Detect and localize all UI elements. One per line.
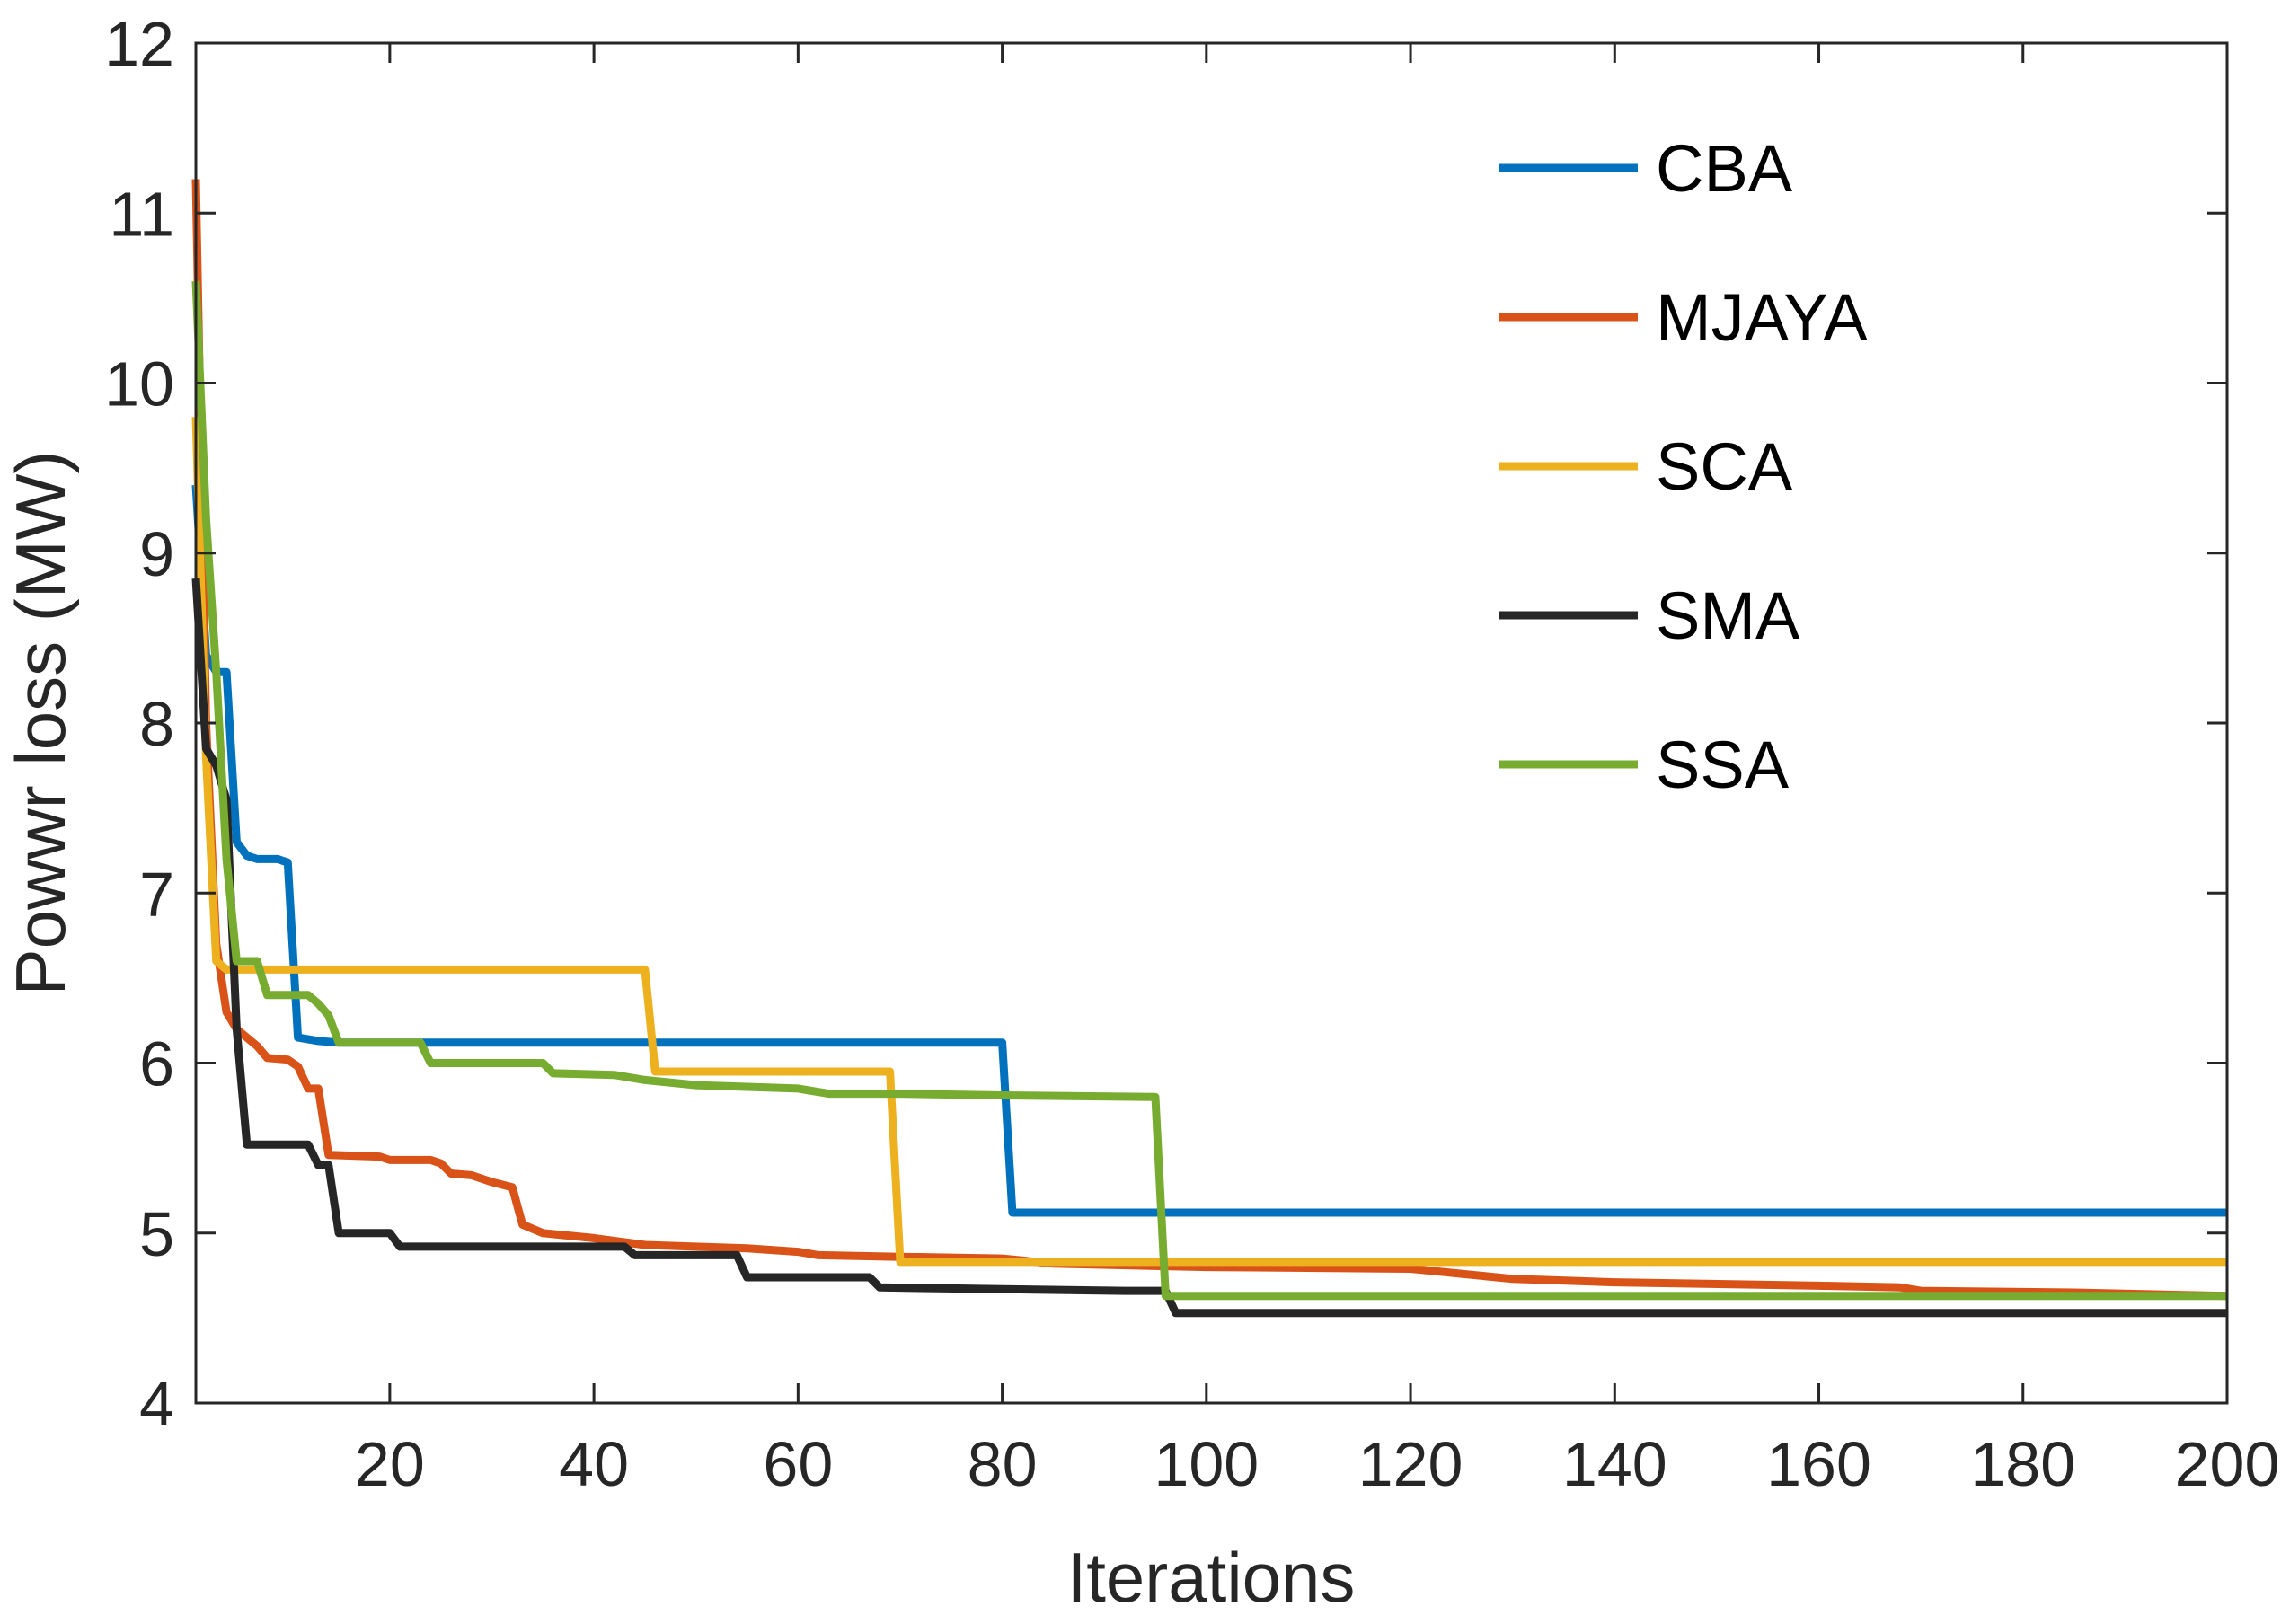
series-line-ssa bbox=[191, 280, 2227, 1301]
x-tick-label: 160 bbox=[1766, 1429, 1871, 1499]
legend-label-cba: CBA bbox=[1656, 131, 1793, 206]
y-tick-label: 6 bbox=[139, 1029, 174, 1099]
plot-area bbox=[196, 43, 2227, 1403]
axes-box bbox=[194, 41, 2229, 1405]
y-tick-label: 5 bbox=[139, 1199, 174, 1269]
y-tick-label: 4 bbox=[139, 1369, 174, 1439]
legend-label-mjaya: MJAYA bbox=[1656, 280, 1868, 355]
x-axis-label: Iterations bbox=[1067, 1538, 1356, 1617]
x-tick-label: 120 bbox=[1358, 1429, 1463, 1499]
legend-label-sma: SMA bbox=[1656, 578, 1800, 653]
y-tick-label: 12 bbox=[104, 9, 174, 79]
x-tick-label: 100 bbox=[1154, 1429, 1259, 1499]
x-tick-label: 80 bbox=[968, 1429, 1038, 1499]
y-tick-label: 11 bbox=[109, 179, 174, 249]
x-tick-label: 40 bbox=[559, 1429, 629, 1499]
legend-label-sca: SCA bbox=[1656, 429, 1793, 504]
series-line-sca bbox=[191, 417, 2227, 1267]
legend-label-ssa: SSA bbox=[1656, 728, 1790, 802]
y-tick-label: 8 bbox=[139, 689, 174, 759]
y-tick-label: 9 bbox=[139, 519, 174, 589]
x-tick-label: 200 bbox=[2175, 1429, 2280, 1499]
y-tick-label: 10 bbox=[104, 349, 174, 419]
x-tick-label: 180 bbox=[1970, 1429, 2075, 1499]
series-line-mjaya bbox=[191, 179, 2228, 1301]
x-tick-label: 20 bbox=[355, 1429, 425, 1499]
y-tick-label: 7 bbox=[139, 859, 174, 929]
x-tick-label: 60 bbox=[763, 1429, 833, 1499]
x-tick-label: 140 bbox=[1562, 1429, 1667, 1499]
y-axis-label: Powwr loss (MW) bbox=[1, 451, 80, 996]
